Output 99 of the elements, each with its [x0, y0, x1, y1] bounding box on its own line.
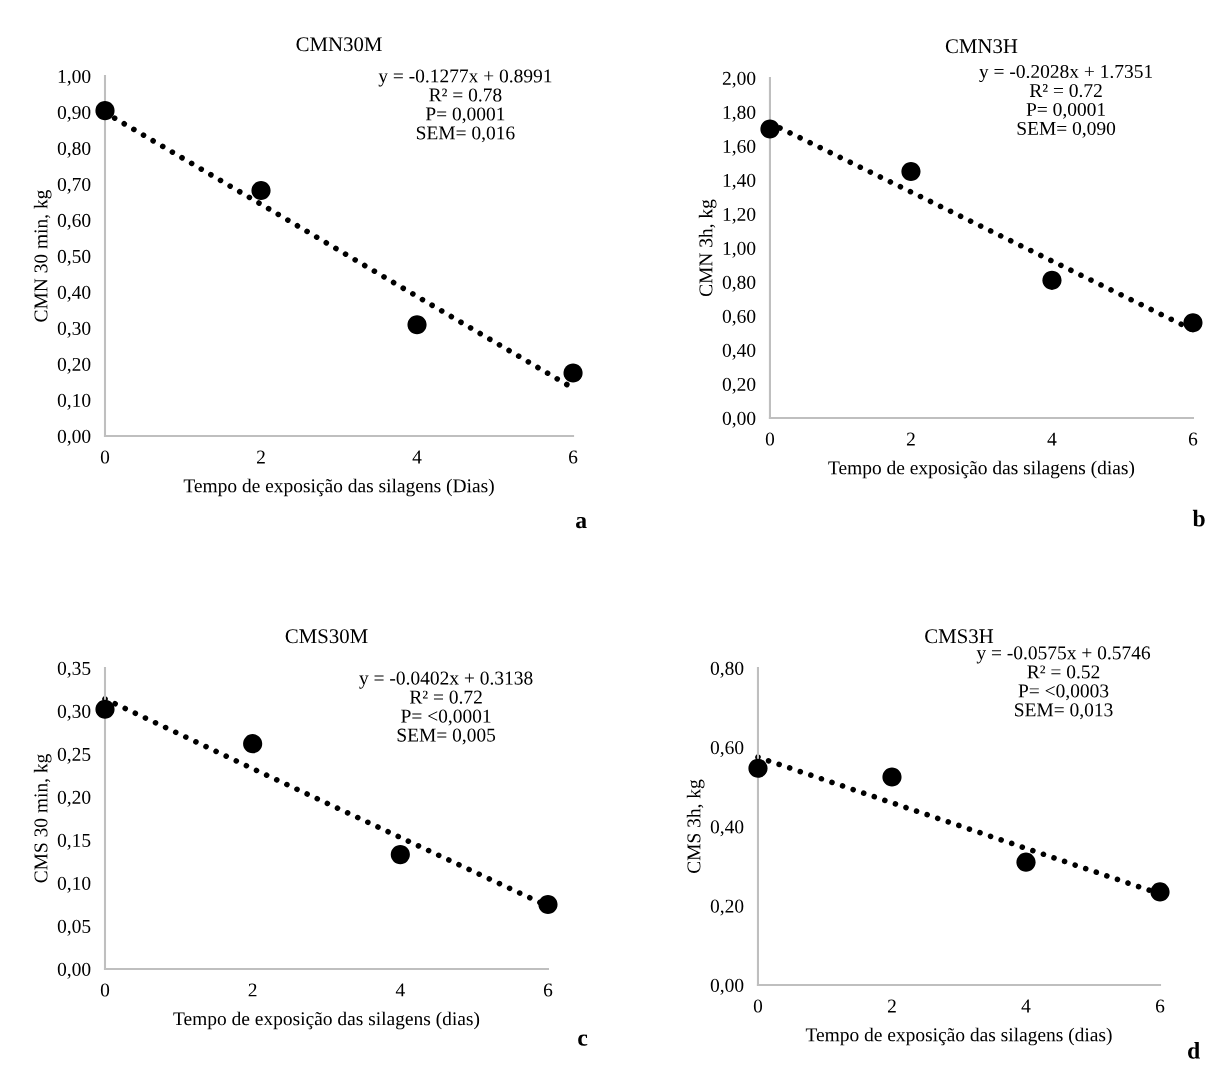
x-tick-label: 2: [906, 432, 915, 446]
x-axis-title: Tempo de exposição das silagens (dias): [173, 1011, 480, 1030]
y-tick-label: 0,80: [722, 275, 756, 292]
point: [243, 734, 263, 754]
annotation: R² = 0.72: [409, 690, 482, 704]
x-tick-label: 6: [1188, 432, 1198, 446]
point: [760, 119, 780, 139]
y-tick-label: 1,80: [723, 105, 756, 122]
y-tick-label: 0,60: [710, 741, 744, 757]
x-axis-title: Tempo de exposição das silagens (dias): [828, 460, 1135, 479]
annotation: R² = 0.52: [1027, 665, 1100, 679]
point: [1150, 882, 1170, 902]
y-tick-label: 0,00: [722, 411, 756, 428]
point: [538, 894, 558, 915]
x-tick-label: 4: [1021, 999, 1031, 1013]
x-tick-label: 0: [753, 999, 763, 1013]
x-tick-label: 2: [887, 999, 896, 1013]
y-tick-label: 0,50: [57, 249, 91, 266]
x-tick-label: 0: [100, 983, 110, 997]
y-axis-title: CMN 30 min, kg: [33, 189, 52, 322]
y-axis-title: CMN 3h, kg: [698, 199, 717, 297]
y-tick-label: 0,90: [57, 105, 91, 122]
y-tick-label: 1,60: [723, 139, 756, 156]
y-tick-label: 0,40: [722, 343, 756, 360]
y-tick-label: 1,40: [723, 173, 756, 190]
annotation: y = -0.2028x + 1.7351: [979, 64, 1153, 83]
y-tick-label: 1,20: [723, 207, 756, 224]
chart-title: CMS30M: [285, 629, 368, 644]
x-axis-title: Tempo de exposição das silagens (dias): [805, 1027, 1112, 1046]
point: [882, 767, 902, 787]
y-tick-label: 0,30: [57, 321, 91, 338]
point: [390, 845, 410, 865]
annotation: P= 0,0001: [1026, 102, 1105, 119]
y-tick-label: 2,00: [722, 71, 756, 88]
text: d: [1188, 1042, 1200, 1059]
x-tick-label: 6: [1155, 999, 1165, 1013]
y-tick-label: 0,05: [57, 919, 91, 936]
y-tick-label: 0,80: [57, 141, 91, 158]
y-tick-label: 0,00: [710, 978, 744, 995]
x-tick-label: 0: [765, 432, 775, 446]
text: a: [576, 516, 587, 529]
annotation: SEM= 0,005: [397, 728, 496, 745]
text: y = -0.0575x + 0.5746: [976, 646, 1151, 664]
y-tick-label: 0,60: [57, 213, 91, 230]
y-tick-label: 0,25: [57, 747, 91, 764]
point: [901, 161, 921, 182]
point: [95, 101, 115, 121]
annotation: y = -0.1277x + 0.8991: [378, 69, 552, 87]
point: [95, 699, 115, 719]
annotation: P= <0,0003: [1018, 684, 1109, 701]
annotation: P= <0,0001: [401, 709, 491, 726]
text: c: [578, 1034, 588, 1046]
annotation: SEM= 0,090: [1017, 121, 1116, 138]
y-tick-label: 0,00: [57, 962, 91, 979]
x-tick-label: 4: [412, 450, 422, 464]
text: b: [1192, 509, 1205, 527]
point: [407, 315, 427, 335]
annotation: R² = 0.72: [1029, 83, 1102, 98]
chart-title: CMN3H: [945, 39, 1018, 54]
point: [1183, 313, 1203, 333]
chart-title: CMN30M: [296, 37, 382, 52]
y-tick-label: 0,60: [722, 309, 756, 326]
x-axis-title: Tempo de exposição das silagens (Dias): [183, 478, 494, 497]
annotation: y = -0.0402x + 0.3138: [359, 671, 533, 689]
y-tick-label: 0,80: [710, 661, 744, 678]
point: [563, 363, 583, 383]
y-tick-label: 0,00: [57, 429, 91, 446]
x-tick-label: 6: [569, 450, 578, 464]
x-tick-label: 4: [395, 983, 405, 997]
y-tick-label: 0,20: [710, 899, 744, 916]
point: [1042, 270, 1062, 290]
y-tick-label: 0,70: [57, 177, 91, 194]
y-tick-label: 0,15: [57, 833, 91, 850]
annotation: SEM= 0,013: [1015, 703, 1113, 720]
y-tick-label: 1,00: [723, 241, 756, 258]
x-tick-label: 6: [543, 983, 553, 997]
x-tick-label: 0: [100, 450, 110, 464]
point: [251, 180, 271, 201]
y-axis-title: CMS 30 min, kg: [33, 754, 52, 883]
y-tick-label: 0,20: [57, 790, 91, 807]
y-tick-label: 0,20: [722, 377, 756, 394]
x-tick-label: 4: [1047, 432, 1057, 446]
y-tick-label: 0,10: [57, 393, 91, 410]
y-tick-label: 0,30: [57, 704, 91, 721]
point: [1016, 852, 1036, 872]
y-tick-label: 0,10: [57, 876, 91, 893]
point: [748, 758, 768, 778]
x-tick-label: 2: [248, 983, 257, 997]
x-tick-label: 2: [257, 450, 265, 464]
y-tick-label: 0,40: [57, 285, 91, 302]
chart-title: CMS3H: [925, 629, 994, 644]
y-tick-label: 1,00: [58, 69, 91, 86]
y-tick-label: 0,35: [57, 661, 91, 678]
y-tick-label: 0,20: [57, 357, 91, 374]
y-axis-title: CMS 3h, kg: [686, 779, 705, 873]
annotation: P= 0,0001: [425, 107, 505, 124]
annotation: SEM= 0,016: [416, 126, 515, 143]
annotation: R² = 0.78: [429, 88, 502, 102]
y-tick-label: 0,40: [710, 820, 744, 837]
